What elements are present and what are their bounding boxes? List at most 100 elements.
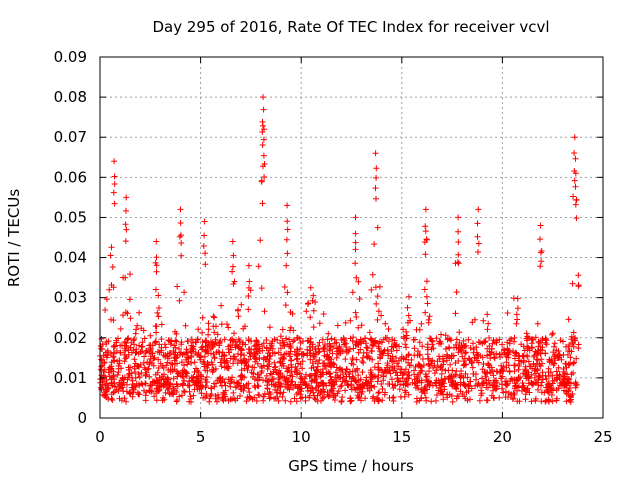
data-point [369,395,376,402]
data-point [355,395,361,402]
data-point [401,393,408,400]
data-point [184,338,191,345]
data-point [297,370,303,377]
data-point [267,352,274,359]
data-point [563,364,570,371]
data-point [319,395,326,402]
data-point [575,345,582,352]
data-point [108,365,115,372]
data-point [426,363,433,369]
data-point [403,328,410,335]
data-point [511,391,518,398]
data-point [221,336,228,343]
data-point [440,396,447,403]
data-point [566,376,573,383]
data-point [132,383,139,390]
data-point [532,365,539,372]
data-point [342,387,349,394]
data-point [493,377,500,384]
data-point [310,307,317,314]
data-point [312,299,319,306]
data-point [547,369,554,376]
data-point [449,378,456,385]
data-point [211,314,218,321]
data-point [254,382,261,389]
data-point [487,369,494,376]
data-point [347,395,354,402]
data-point [119,342,125,349]
data-point [168,389,175,396]
data-point [369,337,375,344]
data-point [433,382,440,389]
data-point [535,343,542,350]
data-point [521,357,527,364]
data-point [251,349,258,356]
data-point [565,343,572,350]
data-point [307,339,314,345]
data-point [424,300,431,307]
data-point [167,380,174,387]
data-point [355,349,362,356]
data-point [202,261,209,268]
data-point [464,374,471,381]
data-point [182,322,189,329]
data-point [277,345,284,352]
data-point [534,320,541,327]
data-point [242,341,249,348]
data-point [531,374,538,381]
data-point [493,368,500,375]
data-point [493,385,500,392]
data-point [108,244,115,251]
data-point [460,358,467,365]
data-point [523,335,530,342]
data-point [121,374,128,381]
data-point [230,389,237,396]
data-point [228,378,235,385]
data-point [480,361,487,367]
data-point [359,354,366,361]
data-point [421,286,428,293]
data-point [183,346,190,353]
data-point [102,382,109,389]
data-point [146,342,153,349]
data-point [184,361,191,368]
data-point [484,311,491,318]
data-point [295,360,302,367]
data-point [556,354,563,361]
data-point [151,393,158,400]
data-point [186,378,193,385]
data-point [474,220,481,227]
data-point [426,313,433,320]
data-point [293,351,300,358]
data-point [218,363,225,370]
data-point [369,271,376,278]
data-point [406,362,413,369]
data-point [103,296,110,303]
data-point [214,398,220,405]
data-point [155,356,162,363]
data-point [173,381,180,387]
data-point [194,386,201,393]
data-point [108,350,115,357]
data-point [555,364,562,371]
data-point [103,339,110,345]
data-point [248,369,255,376]
data-point [164,386,171,393]
data-point [284,289,291,296]
data-point [404,304,411,311]
data-point [355,278,362,285]
data-point [438,376,445,383]
data-point [475,240,482,247]
data-point [131,356,138,363]
data-point [398,354,405,360]
data-point [367,369,374,376]
data-point [267,345,274,352]
data-point [367,336,374,343]
data-point [259,142,266,148]
data-point [292,381,299,388]
data-point [375,360,382,367]
data-point [385,326,392,332]
data-point [308,365,315,372]
data-point [256,392,263,399]
data-point [363,349,370,356]
